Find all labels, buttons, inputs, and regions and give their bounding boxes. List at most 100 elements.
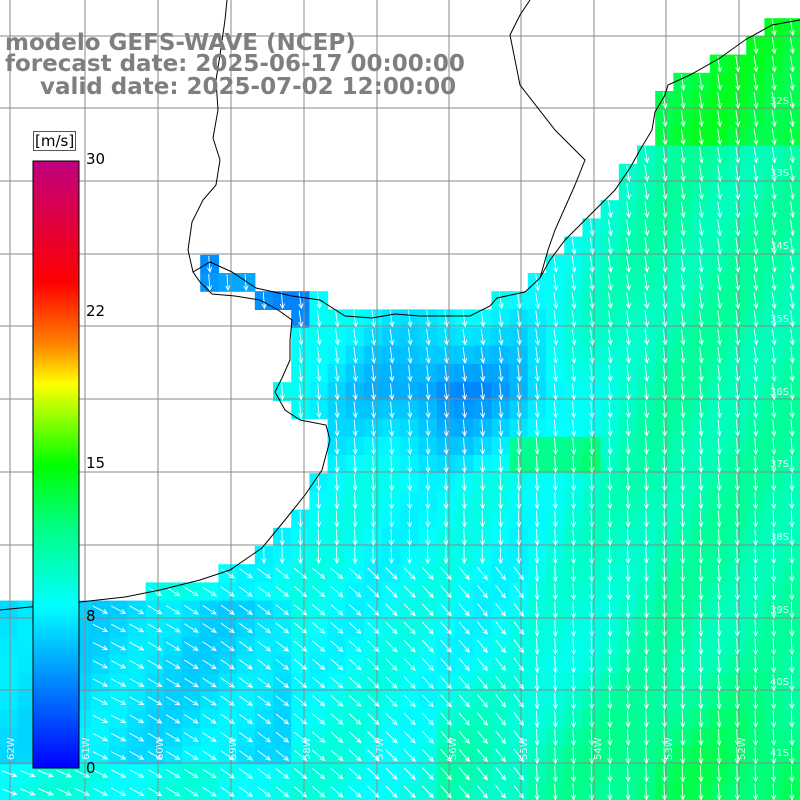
wind-arrow [625, 365, 631, 383]
lat-label: 36S [770, 387, 790, 398]
wind-arrow [534, 510, 540, 528]
wind-arrow [407, 456, 413, 474]
wind-arrow [334, 328, 340, 346]
wind-arrow [495, 603, 507, 617]
wind-arrow [534, 656, 540, 674]
wind-arrow [607, 328, 613, 346]
wind-arrow [516, 456, 522, 474]
wind-arrow [734, 674, 740, 692]
wind-arrow [385, 585, 398, 598]
wind-arrow [716, 164, 723, 182]
wind-arrow [261, 292, 267, 310]
wind-arrow [367, 621, 380, 635]
wind-arrow [607, 219, 613, 237]
wind-arrow [220, 695, 235, 706]
lon-label: 60W [155, 737, 166, 760]
wind-arrow [385, 731, 398, 744]
wind-arrow [680, 255, 686, 273]
wind-arrow [789, 146, 795, 164]
wind-arrow [238, 568, 254, 579]
wind-speed-cell [127, 782, 147, 800]
wind-arrow [202, 750, 217, 761]
wind-arrow [425, 365, 431, 383]
lat-label: 40S [770, 677, 790, 688]
wind-arrow [495, 785, 507, 799]
wind-arrow [479, 528, 486, 546]
wind-arrow [443, 346, 449, 364]
wind-arrow [184, 714, 199, 724]
wind-arrow [735, 92, 741, 110]
wind-arrow [348, 731, 362, 744]
wind-arrow [293, 567, 308, 580]
wind-arrow [407, 437, 413, 455]
wind-arrow [312, 731, 326, 743]
wind-arrow [716, 219, 723, 237]
wind-arrow [643, 565, 649, 583]
wind-arrow [716, 328, 722, 346]
wind-arrow [589, 292, 595, 310]
wind-speed-cell [0, 746, 19, 765]
wind-arrow [476, 566, 488, 581]
wind-arrow [498, 401, 504, 419]
wind-arrow [110, 623, 127, 633]
wind-arrow [165, 587, 181, 597]
wind-arrow [753, 201, 759, 219]
wind-arrow [165, 659, 181, 669]
wind-arrow [334, 383, 340, 401]
wind-arrow [625, 710, 631, 728]
wind-arrow [716, 255, 723, 273]
wind-arrow [698, 601, 704, 619]
wind-arrow [275, 713, 290, 725]
wind-arrow [771, 583, 777, 601]
wind-arrow [476, 639, 488, 654]
wind-arrow [334, 310, 340, 328]
wind-arrow [220, 568, 235, 579]
wind-arrow [552, 692, 558, 710]
wind-arrow [680, 346, 686, 364]
wind-arrow [92, 714, 109, 723]
wind-arrow [589, 346, 595, 364]
wind-arrow [147, 696, 163, 706]
wind-arrow [257, 713, 272, 725]
wind-arrow [571, 328, 577, 346]
wind-arrow [389, 383, 395, 401]
wind-arrow [316, 383, 322, 401]
wind-arrow [220, 732, 235, 743]
wind-arrow [753, 401, 759, 419]
wind-arrow [716, 201, 723, 219]
wind-arrow [589, 547, 595, 565]
wind-speed-cell [18, 728, 37, 747]
wind-arrow [495, 657, 507, 672]
wind-arrow [516, 510, 522, 528]
wind-arrow [771, 19, 777, 37]
wind-arrow [480, 365, 486, 383]
wind-arrow [752, 692, 759, 710]
wind-arrow [147, 641, 163, 651]
wind-arrow [607, 656, 613, 674]
wind-arrow [589, 692, 595, 710]
wind-arrow [92, 660, 109, 669]
wind-arrow [735, 128, 741, 146]
wind-arrow [716, 510, 722, 528]
wind-arrow [184, 605, 199, 615]
wind-speed-cell [327, 782, 347, 800]
wind-arrow [202, 732, 217, 743]
wind-arrow [479, 474, 486, 492]
wind-arrow [298, 365, 304, 383]
wind-arrow [680, 528, 686, 546]
wind-arrow [371, 346, 377, 364]
wind-arrow [771, 765, 777, 783]
wind-arrow [680, 201, 686, 219]
wind-vectors [1, 19, 795, 800]
wind-arrow [734, 383, 741, 401]
wind-arrow [589, 765, 595, 783]
wind-arrow [698, 710, 704, 728]
wind-arrow [129, 732, 145, 742]
wind-arrow [625, 510, 631, 528]
wind-arrow [385, 621, 398, 635]
wind-arrow [552, 547, 558, 565]
wind-arrow [385, 712, 398, 726]
lat-label: 39S [770, 605, 790, 616]
wind-arrow [330, 604, 344, 616]
wind-arrow [298, 383, 304, 401]
